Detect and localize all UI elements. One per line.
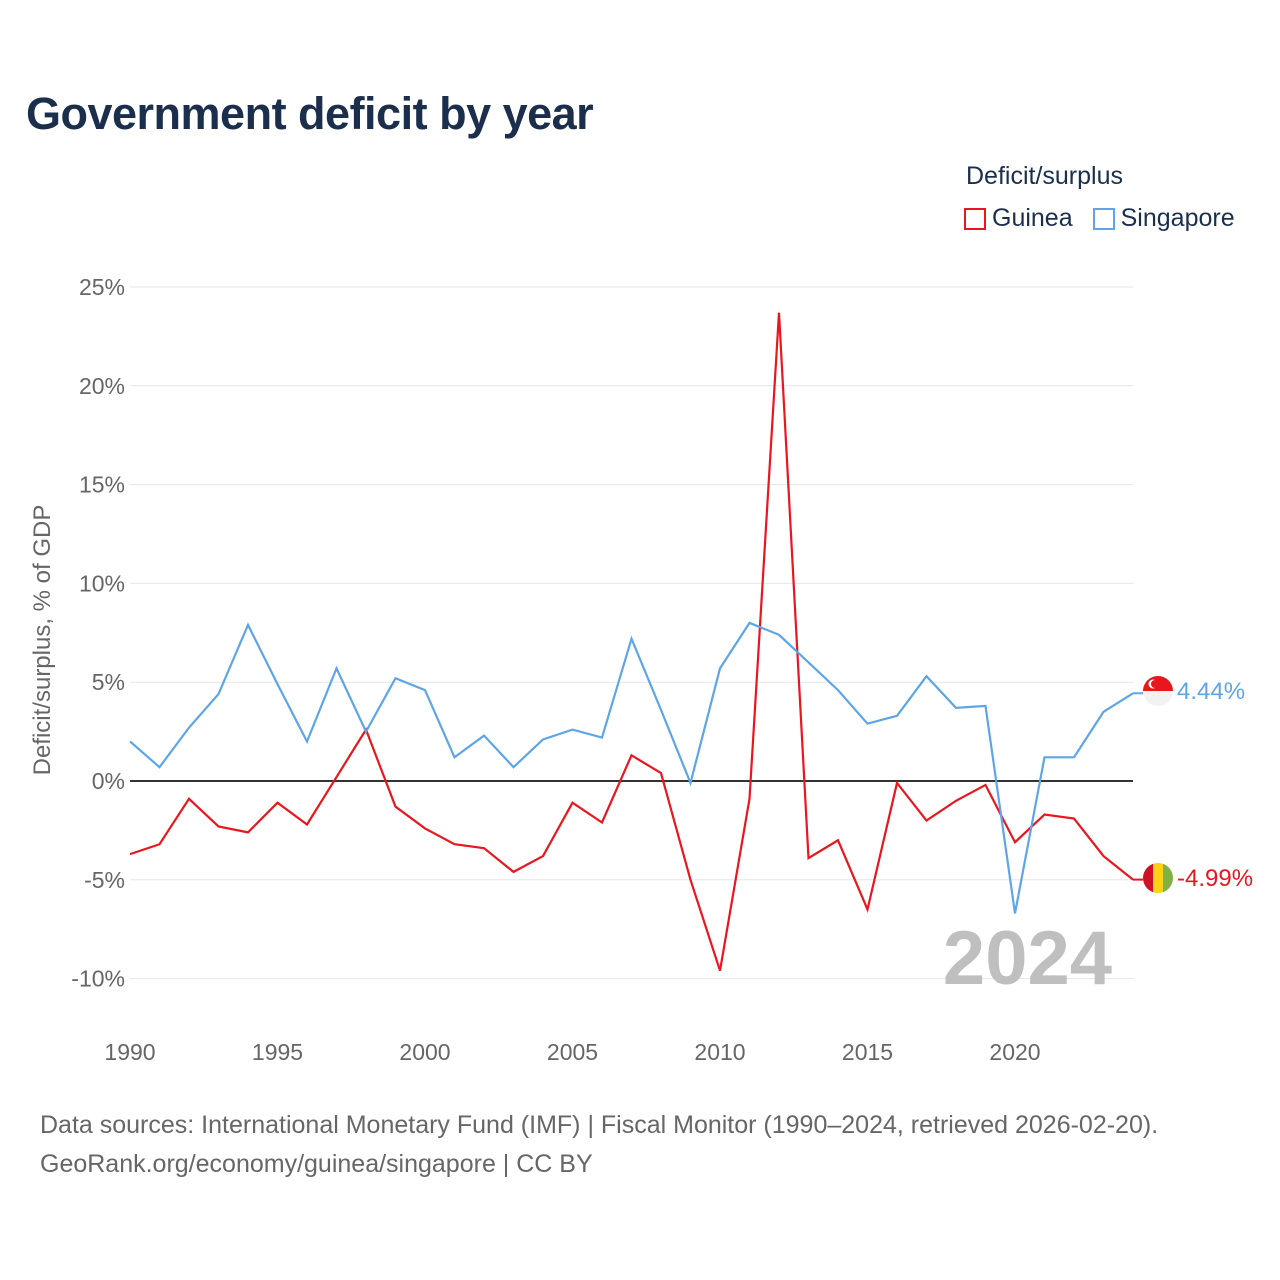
y-tick-label: 0% [92, 768, 125, 794]
guinea-flag-icon [1143, 863, 1173, 893]
series-line-singapore[interactable] [129, 621, 1134, 914]
y-tick-label: 5% [92, 669, 125, 695]
x-tick-label: 2000 [399, 1039, 450, 1065]
source-line-2[interactable]: GeoRank.org/economy/guinea/singapore | C… [40, 1150, 593, 1178]
series-lines [129, 312, 1143, 972]
year-watermark: 2024 [943, 916, 1112, 1001]
x-tick-label: 1995 [252, 1039, 303, 1065]
x-tick-label: 1990 [104, 1039, 155, 1065]
x-tick-label: 2010 [694, 1039, 745, 1065]
y-tick-label: -5% [84, 867, 125, 893]
y-tick-label: 25% [79, 274, 125, 300]
legend-label-guinea: Guinea [992, 204, 1073, 232]
legend-label-singapore: Singapore [1120, 204, 1235, 232]
y-tick-label: 20% [79, 373, 125, 399]
y-axis-label: Deficit/surplus, % of GDP [29, 505, 56, 776]
x-tick-label: 2015 [842, 1039, 893, 1065]
x-tick-label: 2020 [989, 1039, 1040, 1065]
legend-title: Deficit/surplus [966, 162, 1123, 190]
y-axis-ticks: 25% 20% 15% 10% 5% 0% -5% -10% [71, 274, 125, 992]
legend-item-singapore[interactable]: Singapore [1092, 204, 1235, 233]
chart-title: Government deficit by year [26, 88, 594, 139]
y-tick-label: -10% [71, 966, 125, 992]
x-tick-label: 2005 [547, 1039, 598, 1065]
end-label-singapore: 4.44% [1177, 678, 1245, 705]
source-line-1: Data sources: International Monetary Fun… [40, 1111, 1159, 1139]
source-note: Data sources: International Monetary Fun… [40, 1106, 1158, 1184]
grid-lines [130, 286, 1133, 980]
end-label-guinea: -4.99% [1177, 865, 1253, 892]
x-axis-ticks: 1990 1995 2000 2005 2010 2015 2020 [104, 1039, 1040, 1065]
legend: Guinea Singapore [964, 204, 1235, 233]
legend-swatch-guinea [964, 207, 986, 230]
y-tick-label: 15% [79, 472, 125, 498]
singapore-flag-icon [1143, 676, 1173, 706]
y-tick-label: 10% [79, 570, 125, 596]
legend-item-guinea[interactable]: Guinea [964, 204, 1073, 233]
legend-swatch-singapore [1092, 207, 1115, 230]
